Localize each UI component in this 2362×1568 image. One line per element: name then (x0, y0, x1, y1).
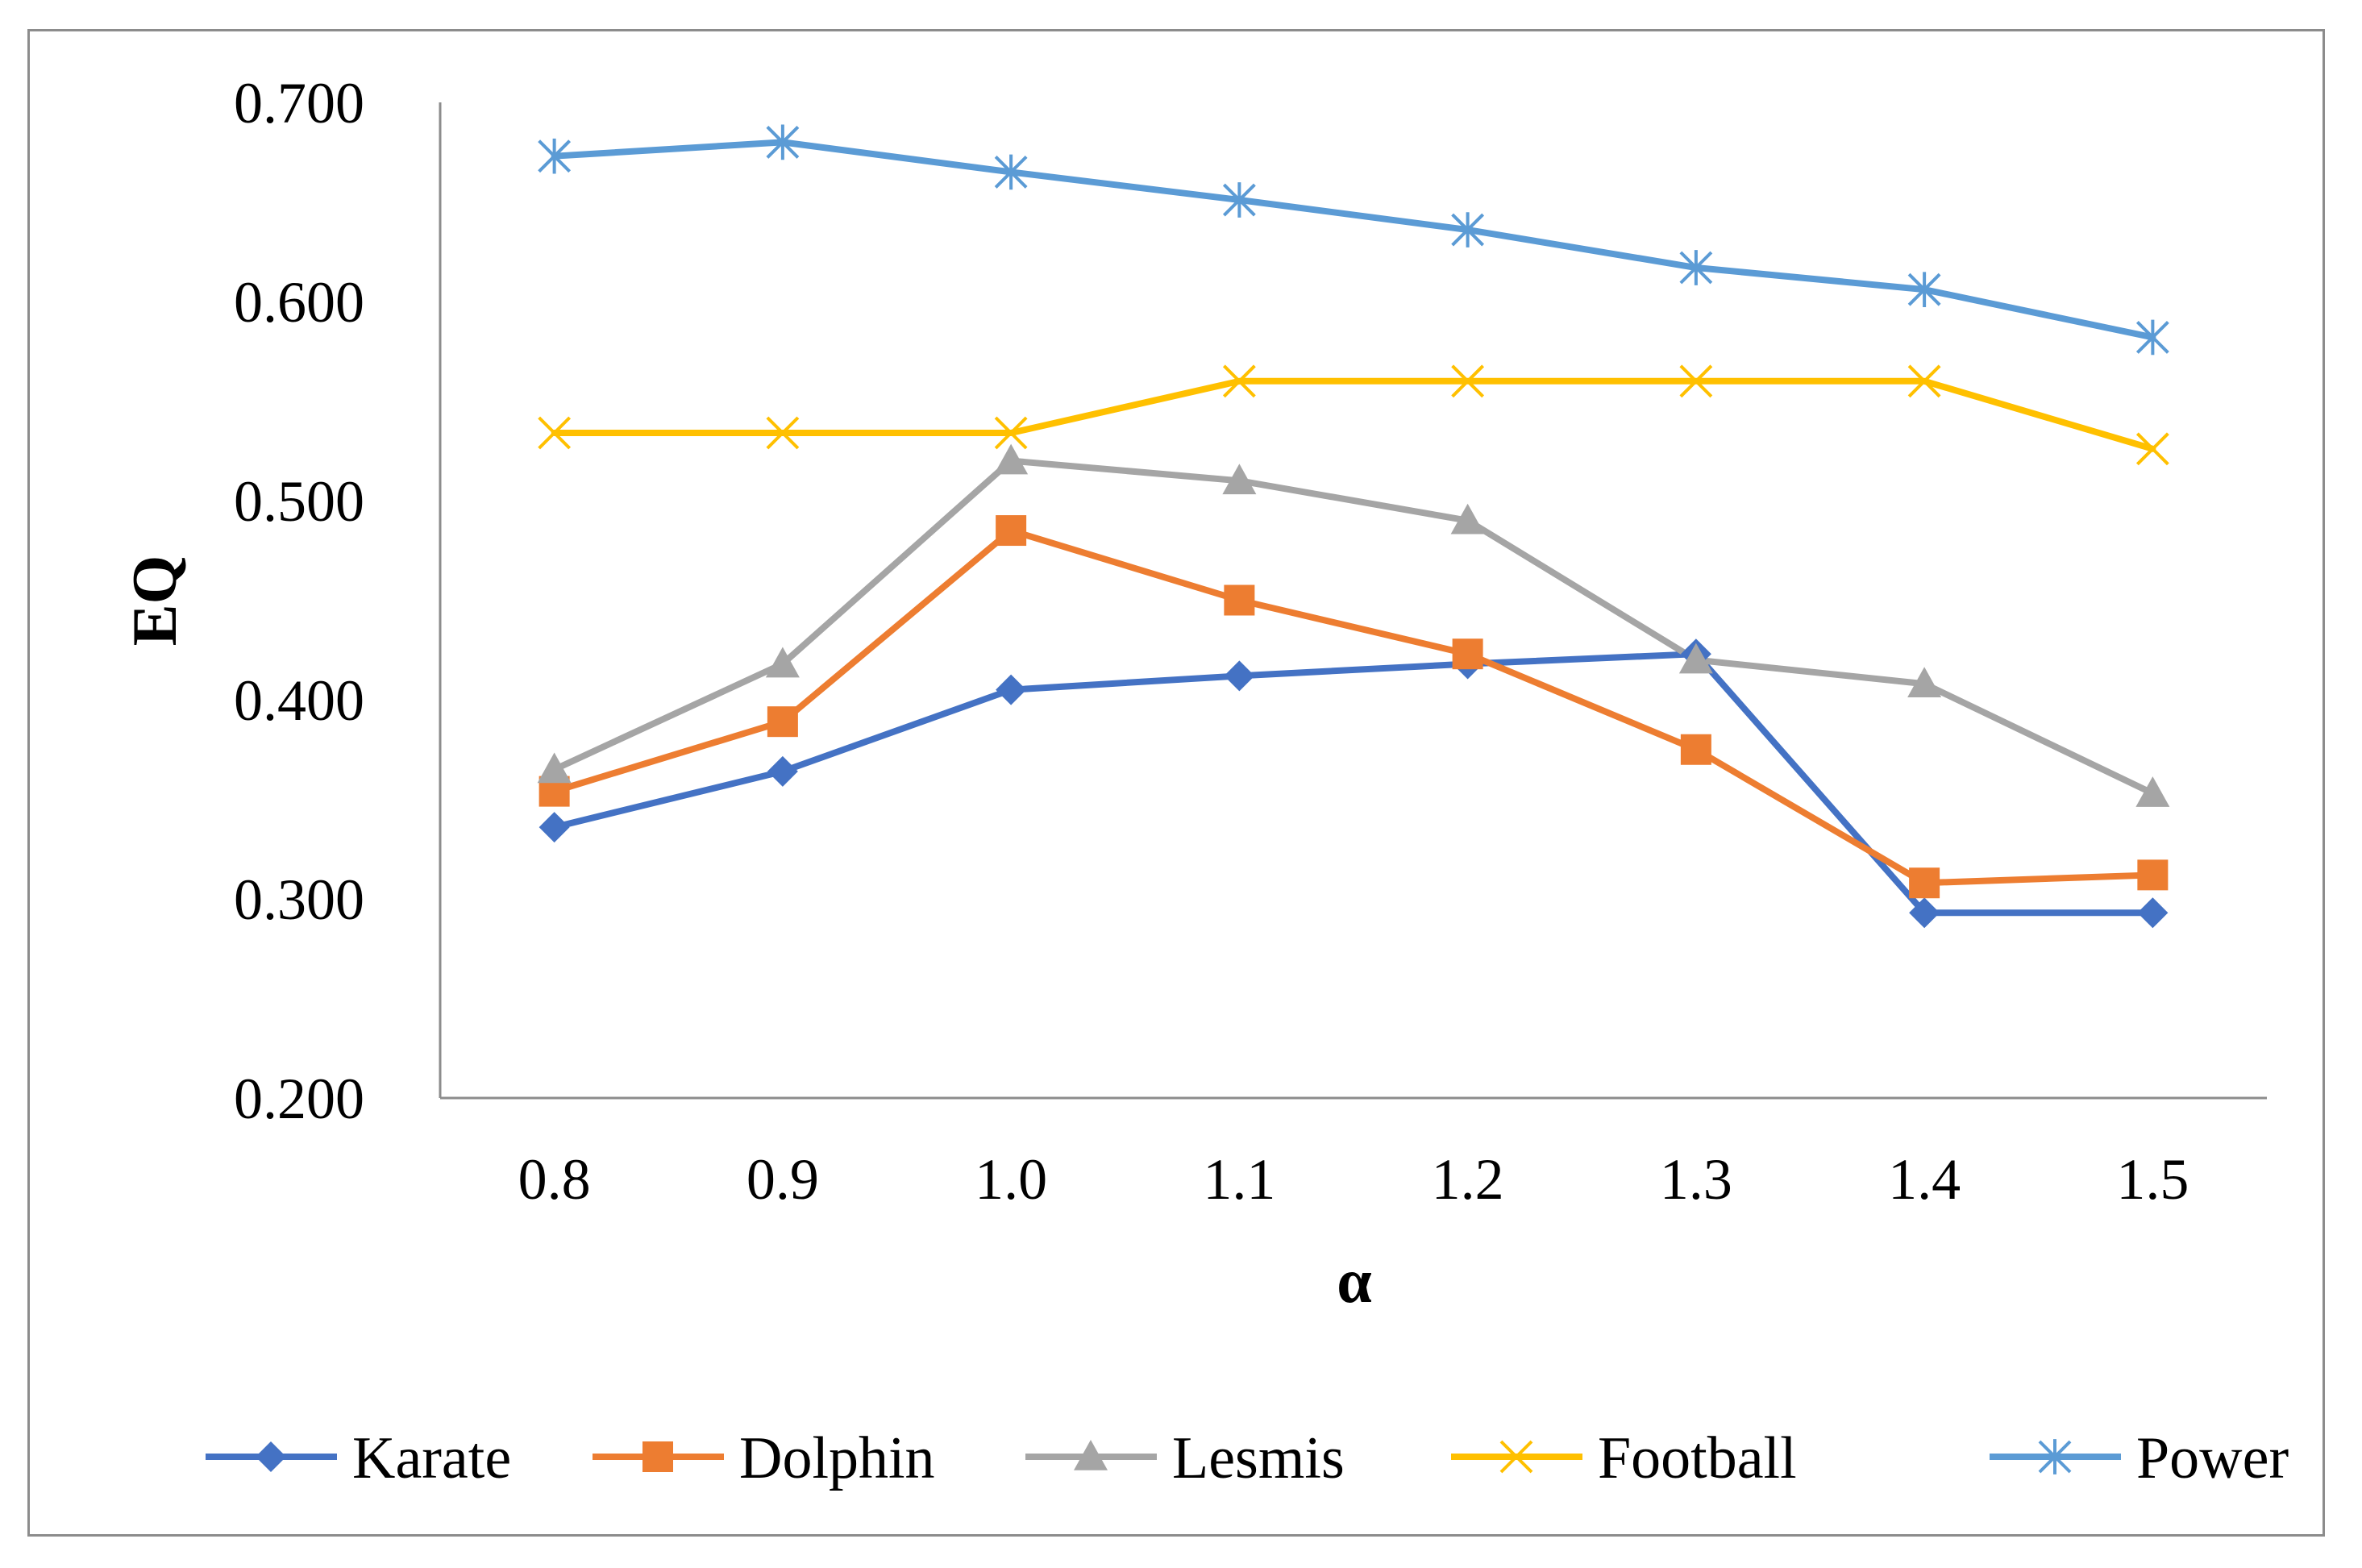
axes: 0.200 0.300 0.400 0.500 0.600 0.700 0.8 0.9 1.0 1… (234, 71, 2267, 1212)
point-dolphin (767, 706, 798, 738)
point-karate (2137, 897, 2169, 929)
point-dolphin (1452, 638, 1483, 670)
series-line-power (551, 139, 2156, 341)
point-dolphin (996, 515, 1027, 547)
point-football (766, 416, 800, 450)
chart-frame (27, 29, 2325, 1537)
point-football (1907, 364, 1941, 398)
x-axis-title: α (1337, 1246, 1372, 1316)
x-tick-label: 0.9 (746, 1147, 819, 1212)
point-lesmis (1907, 667, 1942, 698)
legend: Karate Dolphin Lesmis Football Power (206, 1425, 2289, 1491)
x-tick-label: 0.8 (518, 1147, 591, 1212)
point-lesmis (1450, 503, 1485, 534)
point-power (1907, 272, 1941, 308)
point-football (1222, 364, 1256, 398)
point-power (1679, 250, 1713, 285)
point-lesmis (1222, 464, 1257, 495)
legend-marker (642, 1441, 673, 1472)
point-football (2135, 432, 2169, 466)
point-karate (996, 674, 1027, 705)
point-lesmis (537, 752, 572, 784)
point-football (994, 416, 1028, 450)
series-line-football (551, 377, 2156, 452)
legend-label: Karate (352, 1425, 511, 1491)
legend-label: Dolphin (739, 1425, 935, 1491)
legend-marker (1499, 1440, 1533, 1474)
y-tick-label: 0.200 (234, 1067, 364, 1131)
legend-item-football: Football (1451, 1425, 1797, 1491)
legend-item-dolphin: Dolphin (593, 1425, 935, 1491)
point-power (766, 124, 800, 160)
point-power (2135, 319, 2169, 356)
series-line-dolphin (551, 527, 2156, 887)
legend-marker (256, 1441, 286, 1472)
legend-label: Lesmis (1172, 1425, 1345, 1491)
y-tick-label: 0.700 (234, 71, 364, 135)
point-power (538, 138, 572, 174)
y-tick-label: 0.400 (234, 668, 364, 733)
point-football (538, 416, 572, 450)
series-line-lesmis (551, 457, 2156, 797)
point-karate (539, 812, 570, 843)
point-dolphin (1680, 734, 1711, 765)
x-tick-label: 1.1 (1203, 1147, 1275, 1212)
point-power (994, 154, 1028, 190)
y-tick-label: 0.300 (234, 867, 364, 932)
point-lesmis (765, 647, 800, 678)
point-football (1451, 364, 1485, 398)
point-karate (1224, 660, 1255, 692)
point-power (1222, 182, 1256, 218)
x-tick-label: 1.4 (1888, 1147, 1961, 1212)
y-axis-title: EQ (119, 555, 189, 647)
point-dolphin (1224, 584, 1255, 616)
legend-marker (1074, 1440, 1108, 1470)
point-lesmis (1678, 643, 1713, 674)
y-tick-label: 0.600 (234, 270, 364, 335)
point-power (1451, 212, 1485, 247)
legend-item-lesmis: Lesmis (1025, 1425, 1345, 1491)
legend-item-karate: Karate (206, 1425, 511, 1491)
legend-item-power: Power (1990, 1425, 2289, 1491)
legend-label: Power (2136, 1425, 2289, 1491)
point-dolphin (2137, 859, 2169, 891)
series-lines (551, 139, 2156, 917)
legend-label: Football (1598, 1425, 1797, 1491)
point-lesmis (2135, 776, 2170, 807)
series-line-karate (551, 651, 2156, 917)
x-tick-label: 1.2 (1432, 1147, 1504, 1212)
x-tick-label: 1.3 (1660, 1147, 1732, 1212)
series-markers (537, 124, 2170, 929)
legend-marker (2038, 1439, 2072, 1474)
x-tick-label: 1.5 (2116, 1147, 2189, 1212)
point-football (1679, 364, 1713, 398)
y-tick-label: 0.500 (234, 469, 364, 534)
x-tick-label: 1.0 (975, 1147, 1047, 1212)
point-karate (1909, 897, 1940, 929)
point-karate (767, 755, 798, 787)
point-dolphin (1909, 867, 1940, 899)
point-lesmis (994, 443, 1029, 475)
